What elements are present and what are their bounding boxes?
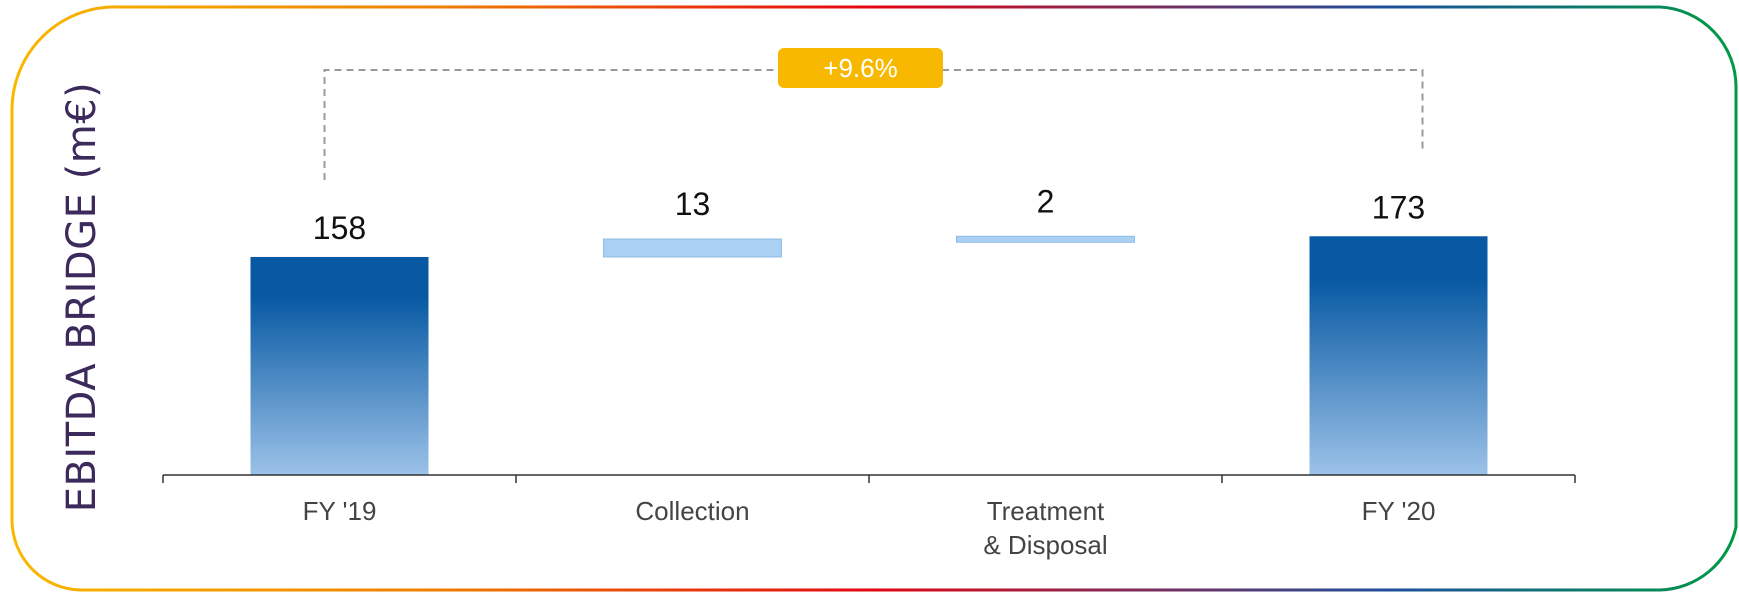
bars [250, 235, 1488, 475]
value-labels: 158 13 2 173 [313, 183, 1425, 246]
growth-bracket [323, 69, 1424, 180]
bar-0 [250, 256, 429, 475]
bar-2 [956, 235, 1135, 243]
bar-3 [1309, 236, 1488, 475]
value-label-2: 2 [1037, 183, 1055, 219]
category-label-0: FY '19 [303, 496, 377, 526]
bracket-left [323, 69, 780, 180]
x-axis [162, 474, 1576, 483]
category-labels: FY '19 Collection Treatment & Disposal FY '2… [303, 496, 1436, 560]
frame-border [10, 5, 1738, 592]
growth-badge: +9.6% [778, 48, 943, 88]
category-label-1: Collection [635, 496, 749, 526]
bracket-right [942, 69, 1424, 150]
bar-1 [603, 238, 782, 258]
category-label-3: FY '20 [1362, 496, 1436, 526]
category-label-2: Treatment & Disposal [983, 496, 1107, 560]
value-label-0: 158 [313, 210, 366, 246]
value-label-1: 13 [675, 186, 711, 222]
value-label-3: 173 [1372, 189, 1425, 225]
